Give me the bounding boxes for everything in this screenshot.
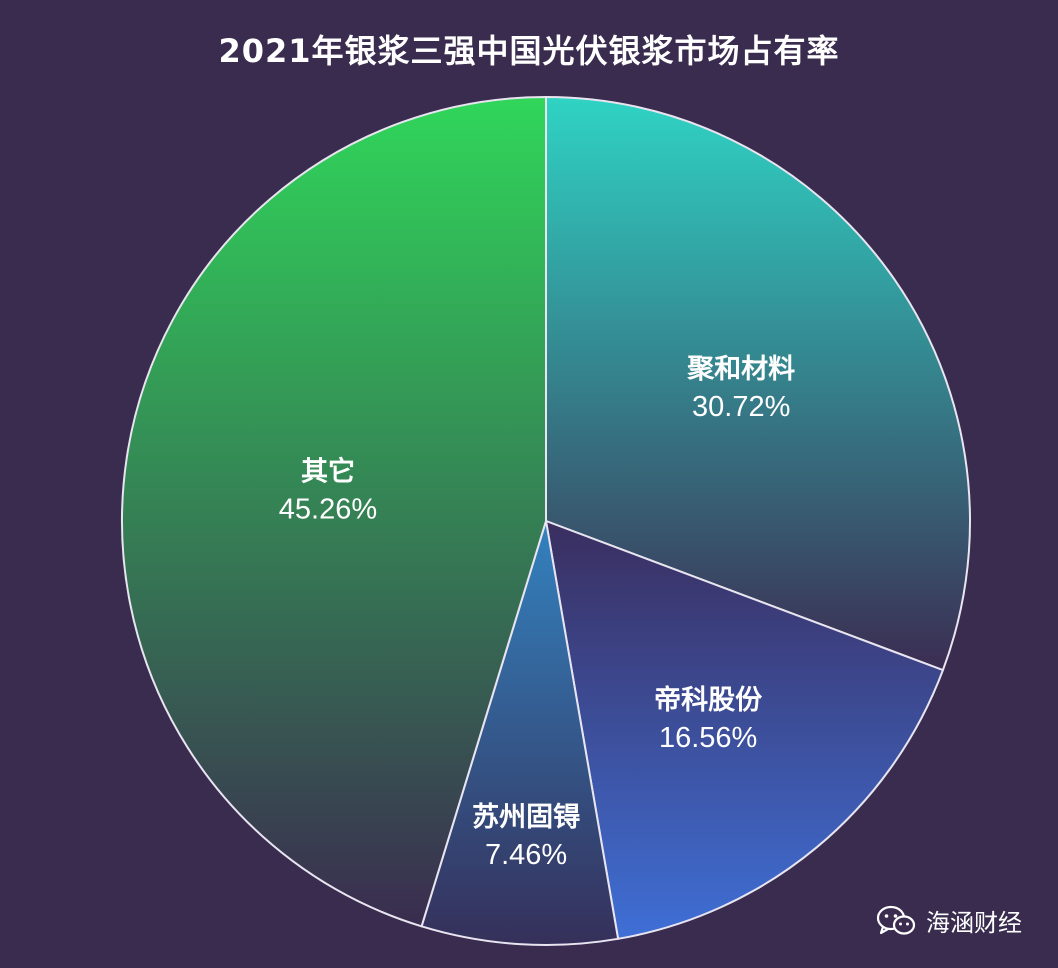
wechat-icon [876, 905, 916, 935]
chart-title: 2021年银浆三强中国光伏银浆市场占有率 [218, 32, 840, 70]
pie-slice-1 [545, 95, 971, 672]
pie-slice-4 [121, 95, 547, 928]
slice-label-name: 帝科股份 [654, 684, 762, 716]
slice-label-value: 7.46% [485, 839, 567, 871]
slice-label-value: 45.26% [279, 493, 377, 525]
slice-label-name: 聚和材料 [686, 354, 795, 385]
slice-label-name: 其它 [301, 455, 355, 487]
slice-label-value: 30.72% [692, 391, 790, 423]
pie-slice-3 [420, 520, 620, 946]
watermark: 海涵财经 [876, 903, 1022, 938]
slice-label-name: 苏州固锝 [472, 802, 580, 833]
slice-label-value: 16.56% [659, 722, 757, 754]
watermark-text: 海涵财经 [926, 909, 1022, 937]
pie-slice-2 [544, 519, 945, 940]
